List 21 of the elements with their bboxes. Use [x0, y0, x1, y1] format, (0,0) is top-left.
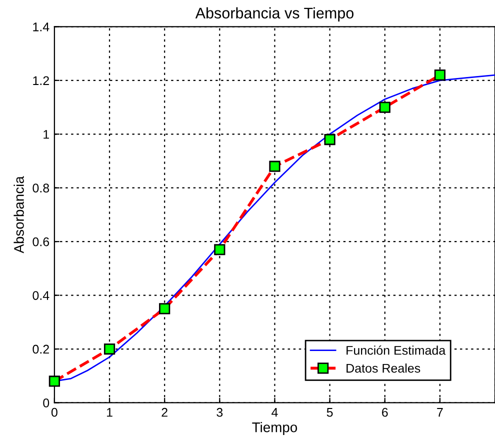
y-tick-label: 0.2 [32, 344, 49, 354]
x-tick-label: 7 [437, 408, 443, 417]
y-tick-label: 0 [43, 398, 50, 408]
x-tick-label: 0 [51, 408, 58, 417]
x-tick-label: 6 [382, 408, 388, 417]
chart-title: Absorbancia vs Tiempo [195, 7, 354, 22]
y-axis-title: Absorbancia [14, 176, 24, 254]
x-axis-title: Tiempo [252, 422, 298, 435]
y-tick-label: 1 [44, 130, 49, 139]
x-tick-label: 2 [162, 408, 168, 417]
y-tick-label: 0.8 [32, 184, 50, 193]
y-tick-label: 0.4 [32, 291, 50, 300]
y-tick-label: 0.6 [32, 237, 50, 246]
legend-label: Datos Reales [346, 364, 420, 373]
legend-label: Función Estimada [346, 345, 446, 355]
x-tick-label: 5 [326, 408, 333, 417]
x-tick-label: 4 [272, 408, 278, 417]
y-tick-label: 1.2 [33, 76, 49, 85]
x-tick-label: 1 [106, 408, 112, 417]
x-tick-label: 3 [216, 408, 223, 417]
y-tick-label: 1.4 [33, 22, 50, 32]
